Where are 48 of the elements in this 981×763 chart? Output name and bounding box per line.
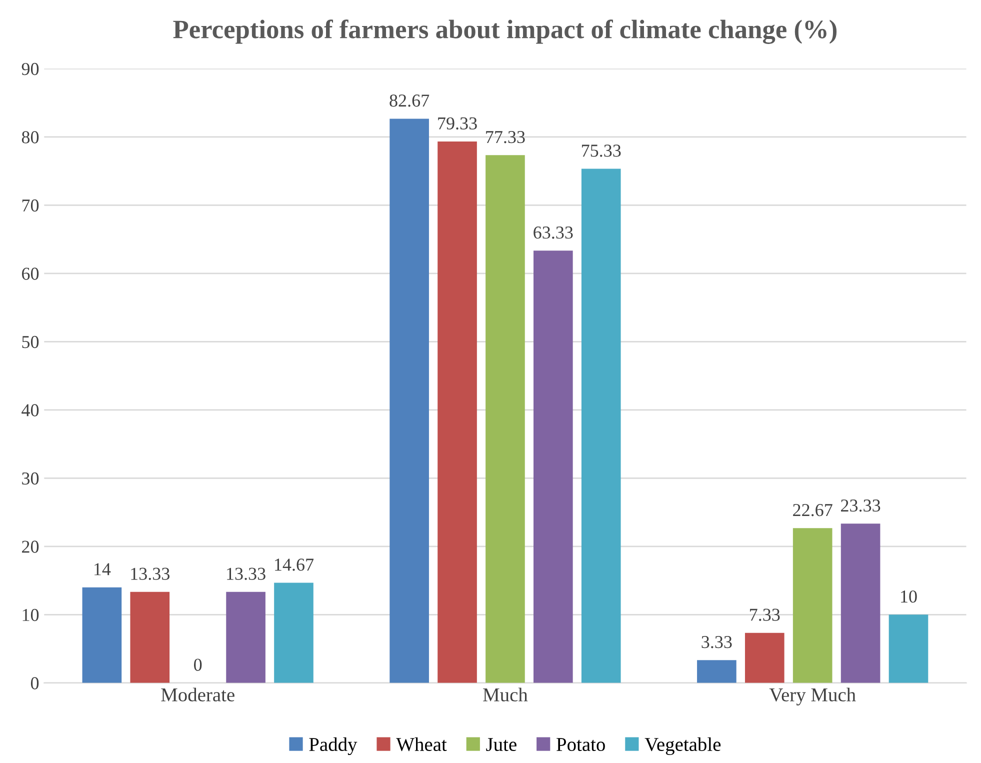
y-tick-label: 90 bbox=[22, 62, 39, 76]
bar bbox=[438, 141, 477, 683]
x-tick-label: Moderate bbox=[161, 688, 234, 702]
y-tick-label: 80 bbox=[22, 131, 39, 144]
bar bbox=[581, 168, 621, 683]
x-tick-label: Very Much bbox=[769, 688, 856, 706]
legend-label: Wheat bbox=[396, 737, 447, 752]
bar bbox=[486, 155, 525, 683]
data-label: 79.33 bbox=[438, 117, 477, 130]
y-tick-label: 10 bbox=[22, 608, 39, 622]
bar bbox=[697, 660, 736, 683]
data-label: 13.33 bbox=[227, 568, 266, 580]
data-label: 13.33 bbox=[131, 568, 170, 580]
data-label: 63.33 bbox=[534, 226, 573, 239]
y-tick-label: 70 bbox=[22, 199, 39, 212]
bar bbox=[744, 632, 784, 683]
legend-label: Vegetable bbox=[644, 737, 721, 756]
chart-title: Perceptions of farmers about impact of climate change (%) bbox=[173, 20, 837, 44]
bar bbox=[534, 250, 573, 683]
bar bbox=[792, 528, 832, 683]
data-label: 22.67 bbox=[793, 504, 832, 516]
data-label: 75.33 bbox=[582, 144, 621, 157]
legend-label: Jute bbox=[486, 738, 516, 752]
bar bbox=[888, 614, 928, 683]
legend-label: Potato bbox=[556, 738, 605, 752]
x-tick-label: Much bbox=[483, 688, 528, 702]
data-label: 7.33 bbox=[750, 608, 780, 621]
y-tick-label: 0 bbox=[30, 677, 39, 690]
bar bbox=[274, 582, 314, 683]
data-label: 82.67 bbox=[390, 94, 430, 107]
y-tick-label: 50 bbox=[22, 336, 39, 348]
bar bbox=[82, 587, 122, 683]
data-label: 14 bbox=[94, 563, 111, 576]
data-label: 3.33 bbox=[702, 636, 732, 648]
y-tick-label: 20 bbox=[22, 540, 39, 553]
bar bbox=[390, 118, 429, 683]
y-tick-label: 30 bbox=[22, 472, 39, 485]
y-tick-label: 40 bbox=[22, 404, 39, 416]
data-label: 23.33 bbox=[841, 500, 880, 512]
data-label: 14.67 bbox=[275, 558, 314, 571]
bar bbox=[130, 592, 170, 683]
y-tick-label: 60 bbox=[22, 268, 39, 280]
legend-label: Paddy bbox=[309, 737, 358, 756]
bar bbox=[840, 524, 880, 683]
bar bbox=[226, 592, 266, 683]
data-label: 0 bbox=[194, 658, 202, 671]
data-label: 10 bbox=[901, 590, 917, 603]
data-label: 77.33 bbox=[486, 131, 525, 144]
